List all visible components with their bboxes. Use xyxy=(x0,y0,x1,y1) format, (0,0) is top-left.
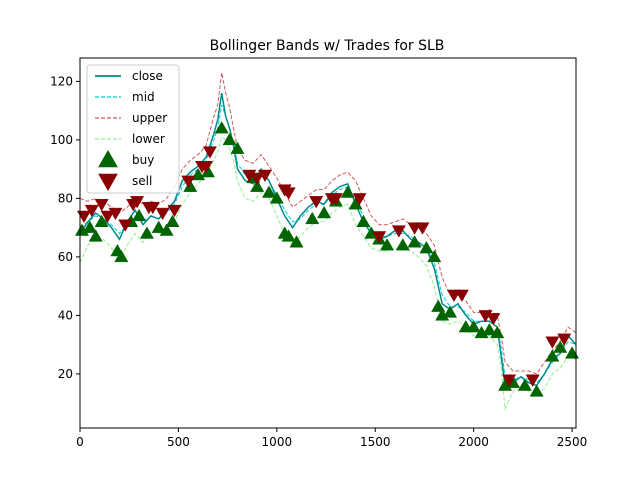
marker-layer xyxy=(74,121,580,397)
buy-marker xyxy=(114,249,129,263)
sell-marker xyxy=(118,219,133,232)
legend-mid-label: mid xyxy=(132,90,155,104)
buy-marker xyxy=(132,208,147,222)
buy-marker xyxy=(269,191,284,204)
buy-marker xyxy=(139,226,154,239)
legend: close mid upper lower buy sell xyxy=(86,64,180,194)
legend-lower-label: lower xyxy=(132,132,165,146)
sell-marker xyxy=(181,175,196,188)
buy-marker xyxy=(419,241,434,254)
buy-marker xyxy=(165,214,180,227)
buy-marker xyxy=(151,220,166,233)
sell-marker xyxy=(76,210,91,224)
sell-marker xyxy=(352,193,367,206)
x-axis: 0 500 1000 1500 2000 2500 xyxy=(76,428,587,449)
buy-marker xyxy=(200,164,215,178)
buy-marker xyxy=(94,214,109,227)
legend-sell-swatch xyxy=(98,173,118,192)
x-tick-label: 0 xyxy=(76,435,84,449)
y-tick-label: 80 xyxy=(58,191,73,205)
y-tick-label: 120 xyxy=(50,74,73,88)
sell-marker xyxy=(281,187,296,200)
legend-close-label: close xyxy=(132,69,163,83)
legend-sell-label: sell xyxy=(132,174,152,188)
y-axis: 20 40 60 80 100 120 xyxy=(50,74,80,381)
sell-marker xyxy=(502,374,517,387)
sell-marker xyxy=(250,172,265,186)
buy-marker xyxy=(431,299,446,312)
buy-marker xyxy=(82,220,97,233)
y-tick-label: 40 xyxy=(58,308,73,322)
sell-marker xyxy=(525,374,540,387)
buy-marker xyxy=(88,229,103,242)
buy-marker xyxy=(250,179,265,192)
sell-marker xyxy=(167,204,182,218)
sell-marker xyxy=(454,289,469,303)
buy-marker xyxy=(222,132,237,146)
sell-marker xyxy=(372,231,387,244)
legend-upper-label: upper xyxy=(132,111,167,125)
sell-marker xyxy=(94,199,109,212)
buy-marker xyxy=(340,185,355,198)
buy-marker xyxy=(395,238,410,251)
sell-marker xyxy=(328,193,343,206)
buy-marker xyxy=(482,322,497,336)
buy-marker xyxy=(407,235,422,248)
x-tick-label: 2500 xyxy=(557,435,588,449)
sell-marker xyxy=(108,207,123,221)
buy-marker xyxy=(490,325,505,339)
y-tick-label: 100 xyxy=(50,133,73,147)
sell-marker xyxy=(202,146,217,159)
y-tick-label: 60 xyxy=(58,250,73,264)
buy-marker xyxy=(443,305,458,318)
sell-marker xyxy=(486,313,501,326)
sell-marker xyxy=(415,222,430,235)
buy-marker xyxy=(261,185,276,198)
buy-marker xyxy=(517,378,532,391)
x-tick-label: 1000 xyxy=(262,435,293,449)
buy-marker xyxy=(427,249,442,263)
buy-marker xyxy=(553,340,568,353)
x-tick-label: 2000 xyxy=(458,435,489,449)
buy-marker xyxy=(565,346,580,359)
buy-marker xyxy=(230,141,245,154)
buy-marker xyxy=(356,214,371,227)
sell-marker xyxy=(130,196,145,209)
sell-marker xyxy=(391,225,406,238)
buy-marker xyxy=(289,235,304,248)
chart-title: Bollinger Bands w/ Trades for SLB xyxy=(210,38,445,54)
sell-marker xyxy=(100,210,115,224)
x-tick-label: 500 xyxy=(167,435,190,449)
buy-marker xyxy=(159,223,174,236)
buy-marker xyxy=(545,349,560,362)
sell-marker xyxy=(84,204,99,218)
x-tick-label: 1500 xyxy=(360,435,391,449)
sell-marker xyxy=(198,161,213,174)
plot-frame xyxy=(79,57,577,429)
buy-marker xyxy=(529,384,544,397)
buy-marker xyxy=(183,179,198,192)
buy-marker xyxy=(466,319,481,333)
buy-marker xyxy=(380,238,395,251)
sell-marker xyxy=(545,336,560,349)
buy-marker xyxy=(305,211,320,225)
sell-marker xyxy=(309,196,324,209)
sell-marker xyxy=(257,169,273,183)
buy-marker xyxy=(317,205,332,219)
buy-marker xyxy=(281,229,296,242)
legend-buy-label: buy xyxy=(132,153,154,167)
legend-buy-swatch xyxy=(98,149,118,168)
sell-marker xyxy=(557,333,572,346)
y-tick-label: 20 xyxy=(58,367,73,381)
sell-marker xyxy=(155,207,170,221)
buy-marker xyxy=(214,121,229,134)
